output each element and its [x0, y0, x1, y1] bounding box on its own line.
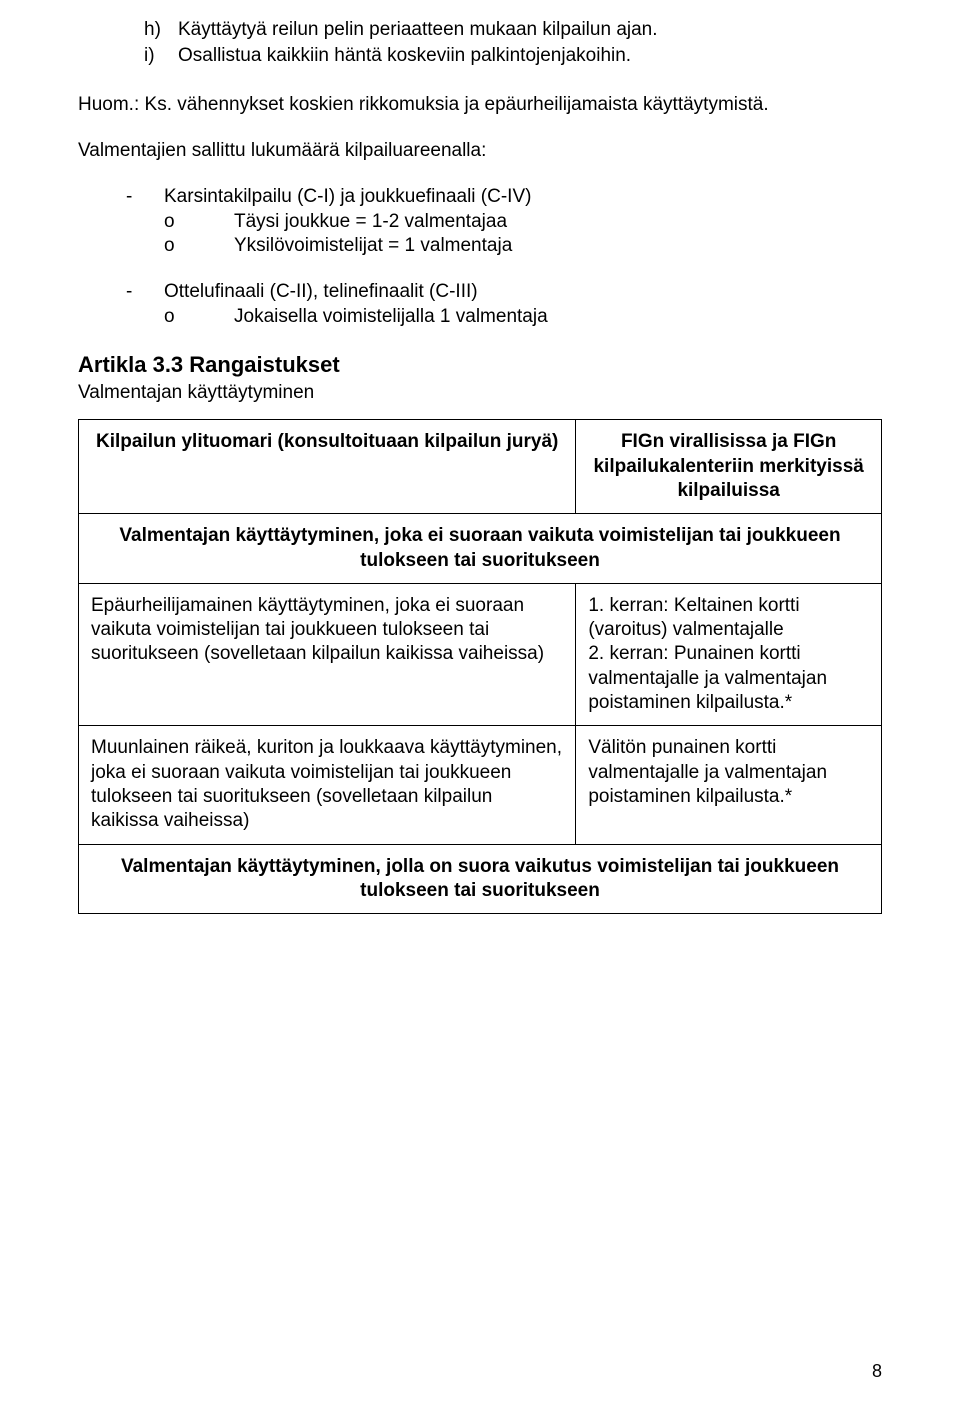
- rules-list-2: - Ottelufinaali (C-II), telinefinaalit (…: [78, 280, 882, 329]
- table-row: Epäurheilijamainen käyttäytyminen, joka …: [79, 583, 882, 726]
- section-title: Artikla 3.3 Rangaistukset: [78, 351, 882, 379]
- list-marker: h): [144, 18, 178, 42]
- dash-marker: -: [126, 185, 164, 209]
- table-cell-left: Muunlainen räikeä, kuriton ja loukkaava …: [79, 726, 576, 844]
- rule-2-subs: o Jokaisella voimistelijalla 1 valmentaj…: [126, 305, 882, 329]
- note-text: Huom.: Ks. vähennykset koskien rikkomuks…: [78, 93, 882, 117]
- list-text: Osallistua kaikkiin häntä koskeviin palk…: [178, 44, 631, 68]
- penalty-table: Kilpailun ylituomari (konsultoituaan kil…: [78, 419, 882, 914]
- lettered-list: h) Käyttäytyä reilun pelin periaatteen m…: [78, 18, 882, 69]
- rule-text: Ottelufinaali (C-II), telinefinaalit (C-…: [164, 280, 478, 304]
- table-header-right: FIGn virallisissa ja FIGn kilpailukalent…: [576, 420, 882, 514]
- table-header-left: Kilpailun ylituomari (konsultoituaan kil…: [79, 420, 576, 514]
- rules-list: - Karsintakilpailu (C-I) ja joukkuefinaa…: [78, 185, 882, 258]
- list-text: Käyttäytyä reilun pelin periaatteen muka…: [178, 18, 658, 42]
- rule-item-2: - Ottelufinaali (C-II), telinefinaalit (…: [126, 280, 882, 304]
- o-marker: o: [164, 210, 234, 234]
- list-item-h: h) Käyttäytyä reilun pelin periaatteen m…: [144, 18, 882, 42]
- table-span-2: Valmentajan käyttäytyminen, jolla on suo…: [79, 844, 882, 914]
- rule-item-1: - Karsintakilpailu (C-I) ja joukkuefinaa…: [126, 185, 882, 209]
- list-item-i: i) Osallistua kaikkiin häntä koskeviin p…: [144, 44, 882, 68]
- sub-item: o Yksilövoimistelijat = 1 valmentaja: [164, 234, 882, 258]
- table-row: Kilpailun ylituomari (konsultoituaan kil…: [79, 420, 882, 514]
- section-subtitle: Valmentajan käyttäytyminen: [78, 381, 882, 405]
- sub-text: Yksilövoimistelijat = 1 valmentaja: [234, 234, 512, 258]
- subheading: Valmentajien sallittu lukumäärä kilpailu…: [78, 139, 882, 163]
- list-marker: i): [144, 44, 178, 68]
- o-marker: o: [164, 305, 234, 329]
- rule-1-subs: o Täysi joukkue = 1-2 valmentajaa o Yksi…: [126, 210, 882, 259]
- table-row: Valmentajan käyttäytyminen, joka ei suor…: [79, 514, 882, 584]
- table-row: Valmentajan käyttäytyminen, jolla on suo…: [79, 844, 882, 914]
- sub-text: Jokaisella voimistelijalla 1 valmentaja: [234, 305, 548, 329]
- rule-text: Karsintakilpailu (C-I) ja joukkuefinaali…: [164, 185, 531, 209]
- table-row: Muunlainen räikeä, kuriton ja loukkaava …: [79, 726, 882, 844]
- sub-text: Täysi joukkue = 1-2 valmentajaa: [234, 210, 507, 234]
- table-cell-left: Epäurheilijamainen käyttäytyminen, joka …: [79, 583, 576, 726]
- table-cell-right: Välitön punainen kortti valmentajalle ja…: [576, 726, 882, 844]
- sub-item: o Täysi joukkue = 1-2 valmentajaa: [164, 210, 882, 234]
- table-span-1: Valmentajan käyttäytyminen, joka ei suor…: [79, 514, 882, 584]
- dash-marker: -: [126, 280, 164, 304]
- o-marker: o: [164, 234, 234, 258]
- table-cell-right: 1. kerran: Keltainen kortti (varoitus) v…: [576, 583, 882, 726]
- page-number: 8: [872, 1360, 882, 1383]
- sub-item: o Jokaisella voimistelijalla 1 valmentaj…: [164, 305, 882, 329]
